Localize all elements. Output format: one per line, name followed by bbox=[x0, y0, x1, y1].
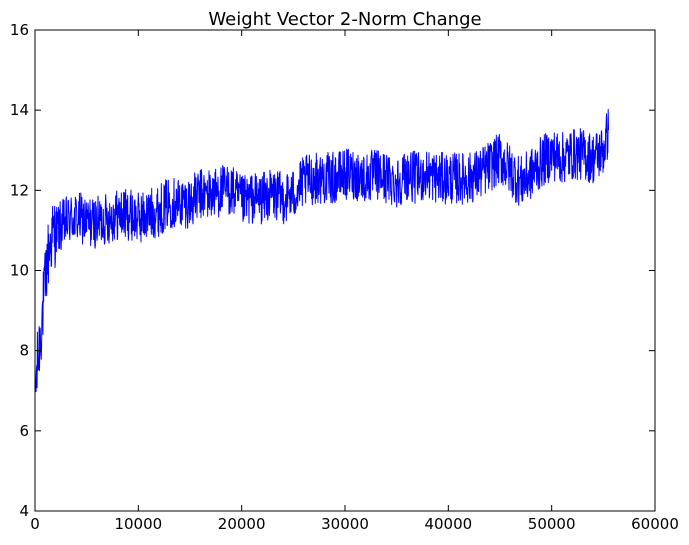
y-tick-label: 14 bbox=[10, 101, 29, 119]
chart-title: Weight Vector 2-Norm Change bbox=[208, 9, 481, 30]
plot-area-frame bbox=[34, 29, 656, 512]
y-tick-label: 4 bbox=[19, 502, 29, 520]
series-line-0 bbox=[34, 108, 609, 393]
x-tick-label: 10000 bbox=[114, 515, 162, 533]
x-tick-label: 40000 bbox=[424, 515, 472, 533]
y-tick-label: 10 bbox=[10, 262, 29, 280]
x-tick-label: 50000 bbox=[528, 515, 576, 533]
x-tick-label: 20000 bbox=[218, 515, 266, 533]
x-tick-label: 60000 bbox=[631, 515, 679, 533]
x-tick-label: 30000 bbox=[321, 515, 369, 533]
y-tick-label: 12 bbox=[10, 181, 29, 199]
y-tick-label: 6 bbox=[19, 422, 29, 440]
x-tick-label: 0 bbox=[30, 515, 40, 533]
y-tick-label: 8 bbox=[19, 342, 29, 360]
y-tick-label: 16 bbox=[10, 21, 29, 39]
